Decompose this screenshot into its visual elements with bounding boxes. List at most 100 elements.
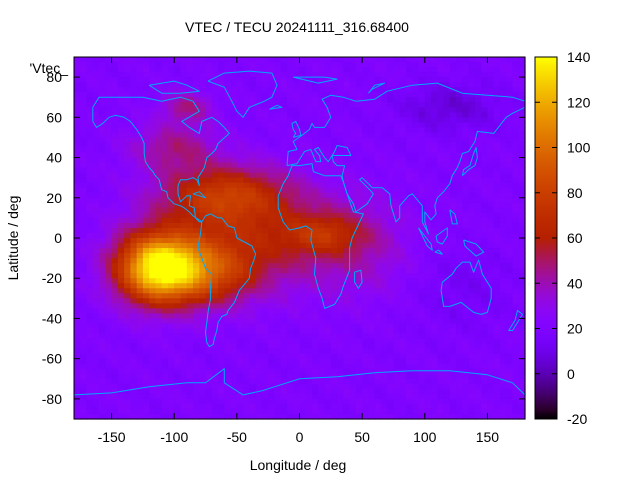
heatmap-cell [174, 102, 182, 108]
heatmap-cell [462, 338, 470, 345]
heatmap-cell [161, 232, 169, 239]
heatmap-cell [443, 147, 451, 154]
heatmap-cell [130, 217, 138, 224]
heatmap-cell [518, 288, 526, 294]
heatmap-cell [124, 192, 131, 199]
heatmap-cell [236, 227, 244, 234]
heatmap-cell [186, 172, 194, 179]
heatmap-cell [117, 373, 125, 380]
heatmap-cell [305, 217, 313, 224]
heatmap-cell [431, 182, 438, 189]
heatmap-cell [312, 97, 319, 103]
heatmap-cell [199, 303, 207, 309]
heatmap-cell [167, 358, 175, 365]
heatmap-cell [462, 358, 470, 365]
heatmap-cell [337, 288, 344, 294]
heatmap-cell [337, 283, 344, 289]
heatmap-cell [424, 197, 432, 204]
heatmap-cell [462, 167, 470, 174]
heatmap-cell [393, 72, 401, 78]
heatmap-cell [512, 298, 520, 304]
heatmap-cell [318, 212, 326, 219]
heatmap-cell [312, 82, 319, 88]
heatmap-cell [99, 227, 106, 234]
heatmap-cell [481, 353, 489, 360]
heatmap-cell [399, 398, 407, 405]
heatmap-cell [161, 348, 169, 355]
heatmap-cell [487, 107, 495, 113]
heatmap-cell [474, 67, 482, 73]
heatmap-cell [224, 343, 232, 350]
heatmap-cell [380, 172, 388, 179]
heatmap-cell [199, 197, 207, 204]
heatmap-cell [330, 97, 338, 103]
heatmap-cell [124, 187, 131, 194]
heatmap-cell [437, 147, 445, 154]
heatmap-cell [286, 323, 294, 330]
heatmap-cell [211, 368, 219, 375]
heatmap-cell [186, 122, 194, 128]
heatmap-cell [418, 343, 426, 350]
heatmap-cell [124, 207, 131, 214]
heatmap-cell [136, 192, 144, 199]
heatmap-cell [380, 132, 388, 139]
heatmap-cell [449, 92, 457, 98]
heatmap-cell [374, 313, 382, 320]
heatmap-cell [512, 238, 520, 244]
heatmap-cell [74, 217, 81, 224]
heatmap-cell [362, 303, 369, 309]
heatmap-cell [337, 333, 344, 340]
heatmap-cell [130, 87, 138, 93]
heatmap-cell [193, 77, 200, 83]
heatmap-cell [474, 318, 482, 325]
heatmap-cell [280, 187, 288, 194]
heatmap-cell [86, 383, 94, 390]
heatmap-cell [236, 57, 244, 63]
heatmap-cell [462, 293, 470, 299]
heatmap-cell [393, 222, 401, 229]
heatmap-cell [405, 258, 413, 264]
heatmap-cell [380, 127, 388, 134]
heatmap-cell [474, 122, 482, 128]
heatmap-cell [318, 313, 326, 320]
heatmap-cell [318, 127, 326, 134]
heatmap-cell [274, 227, 282, 234]
heatmap-cell [312, 167, 319, 174]
heatmap-cell [368, 248, 376, 254]
heatmap-cell [293, 212, 301, 219]
heatmap-cell [74, 82, 81, 88]
heatmap-cell [261, 323, 269, 330]
heatmap-cell [493, 238, 501, 244]
heatmap-cell [92, 167, 100, 174]
heatmap-cell [418, 358, 426, 365]
heatmap-cell [387, 353, 395, 360]
heatmap-cell [161, 87, 169, 93]
heatmap-cell [512, 373, 520, 380]
heatmap-cell [142, 137, 150, 144]
heatmap-cell [105, 162, 113, 169]
heatmap-cell [512, 127, 520, 134]
heatmap-cell [374, 393, 382, 400]
heatmap-cell [305, 293, 313, 299]
heatmap-cell [105, 147, 113, 154]
heatmap-cell [255, 102, 263, 108]
heatmap-cell [312, 112, 319, 118]
heatmap-cell [299, 87, 307, 93]
heatmap-cell [437, 298, 445, 304]
heatmap-cell [437, 338, 445, 345]
heatmap-cell [487, 177, 495, 184]
heatmap-cell [199, 243, 207, 249]
heatmap-cell [274, 323, 282, 330]
heatmap-cell [236, 67, 244, 73]
heatmap-cell [418, 182, 426, 189]
heatmap-cell [449, 57, 457, 63]
heatmap-cell [80, 398, 88, 405]
heatmap-cell [280, 353, 288, 360]
heatmap-cell [293, 268, 301, 274]
heatmap-cell [286, 388, 294, 395]
heatmap-cell [293, 398, 301, 405]
heatmap-cell [330, 87, 338, 93]
heatmap-cell [80, 57, 88, 63]
heatmap-cell [318, 147, 326, 154]
heatmap-cell [355, 328, 363, 335]
